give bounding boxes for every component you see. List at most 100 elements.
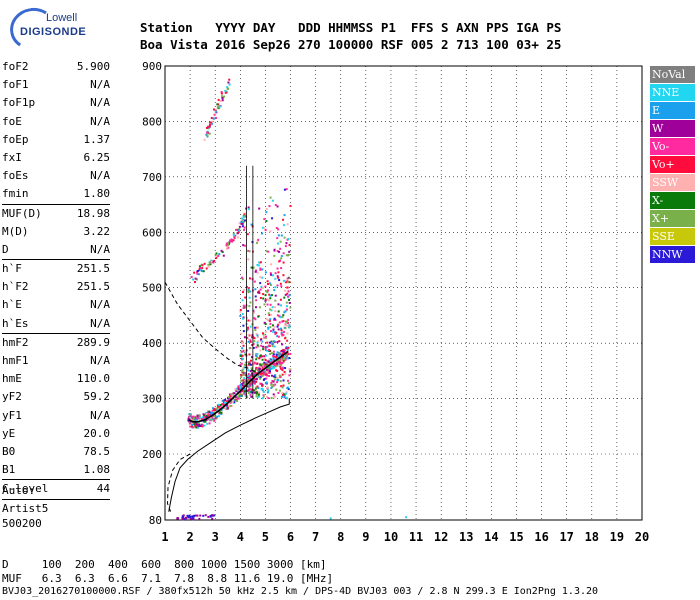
echo-point bbox=[247, 309, 250, 312]
echo-point bbox=[274, 204, 277, 207]
param-name: foF2 bbox=[2, 60, 29, 73]
echo-point bbox=[189, 424, 192, 427]
echo-point bbox=[243, 244, 246, 247]
echo-point bbox=[277, 228, 280, 231]
echo-point bbox=[239, 384, 242, 387]
echo-point bbox=[286, 339, 289, 342]
echo-point bbox=[263, 335, 266, 338]
echo-point bbox=[265, 250, 268, 253]
echo-point bbox=[283, 393, 286, 396]
echo-point bbox=[235, 387, 238, 390]
echo-point bbox=[281, 315, 284, 318]
echo-point bbox=[266, 391, 269, 394]
echo-point bbox=[271, 217, 274, 220]
echo-point bbox=[248, 390, 251, 393]
echo-point bbox=[239, 383, 242, 386]
echo-point bbox=[193, 271, 196, 274]
echo-point bbox=[196, 272, 199, 275]
echo-point bbox=[249, 319, 252, 322]
legend-entry-ssw: SSW bbox=[650, 174, 695, 191]
echo-point bbox=[268, 370, 271, 373]
param-name: h`Es bbox=[2, 316, 29, 330]
echo-point bbox=[287, 382, 290, 385]
echo-point bbox=[252, 343, 255, 346]
echo-point bbox=[219, 405, 222, 408]
echo-point bbox=[277, 310, 280, 313]
echo-point bbox=[278, 260, 281, 263]
logo-line1: Lowell bbox=[46, 12, 78, 24]
echo-point bbox=[258, 261, 261, 264]
echo-point bbox=[256, 271, 259, 274]
echo-point bbox=[242, 373, 245, 376]
echo-point bbox=[281, 362, 284, 365]
echo-point bbox=[283, 349, 286, 352]
echo-point bbox=[221, 97, 224, 100]
y-tick-label: 700 bbox=[142, 171, 162, 184]
echo-point bbox=[276, 284, 279, 287]
echo-point bbox=[225, 242, 228, 245]
echo-point bbox=[197, 273, 200, 276]
echo-point bbox=[265, 349, 268, 352]
echo-point bbox=[260, 338, 263, 341]
echo-point bbox=[282, 274, 285, 277]
echo-point bbox=[264, 369, 267, 372]
echo-point bbox=[207, 125, 210, 128]
echo-point bbox=[247, 206, 250, 209]
echo-point bbox=[202, 270, 205, 273]
echo-point bbox=[281, 352, 284, 355]
echo-point bbox=[229, 240, 232, 243]
echo-point bbox=[273, 254, 276, 257]
echo-point bbox=[198, 416, 201, 419]
echo-point bbox=[243, 388, 246, 391]
echo-point bbox=[286, 223, 289, 226]
echo-point bbox=[239, 392, 242, 395]
echo-point bbox=[198, 414, 201, 417]
echo-point bbox=[250, 395, 253, 398]
echo-point bbox=[249, 363, 252, 366]
echo-point bbox=[280, 385, 283, 388]
echo-point bbox=[262, 395, 265, 398]
echo-point bbox=[232, 233, 235, 236]
echo-point bbox=[270, 330, 273, 333]
legend-entry-nne: NNE bbox=[650, 84, 695, 101]
echo-point bbox=[285, 354, 288, 357]
echo-point bbox=[254, 269, 257, 272]
echo-point bbox=[263, 227, 266, 230]
param-name: foEs bbox=[2, 169, 29, 183]
x-tick-label: 10 bbox=[384, 530, 398, 544]
echo-point bbox=[202, 417, 205, 420]
echo-point bbox=[247, 291, 250, 294]
echo-point bbox=[241, 225, 244, 228]
echo-point bbox=[241, 341, 244, 344]
param-name: foEp bbox=[2, 132, 29, 146]
echo-point bbox=[258, 357, 261, 360]
echo-point bbox=[249, 393, 252, 396]
param-row: h`E N/A bbox=[2, 296, 110, 314]
echo-point bbox=[247, 391, 250, 394]
echo-point bbox=[253, 280, 256, 283]
echo-point bbox=[278, 321, 281, 324]
param-row: B0 78.5 bbox=[2, 443, 110, 461]
x-tick-label: 12 bbox=[434, 530, 448, 544]
echo-point bbox=[256, 396, 259, 399]
echo-point bbox=[241, 278, 244, 281]
echo-point bbox=[285, 308, 288, 311]
echo-point bbox=[221, 95, 224, 98]
echo-point bbox=[256, 336, 259, 339]
echo-point bbox=[270, 313, 273, 316]
echo-point bbox=[196, 417, 199, 420]
echo-point bbox=[276, 205, 279, 208]
echo-point bbox=[226, 247, 229, 250]
echo-point bbox=[268, 344, 271, 347]
echo-point bbox=[286, 357, 289, 360]
param-name: B1 bbox=[2, 463, 16, 477]
echo-point bbox=[278, 250, 281, 253]
echo-point bbox=[246, 374, 249, 377]
echo-point bbox=[247, 290, 250, 293]
param-value: 20.0 bbox=[83, 426, 111, 440]
echo-point bbox=[282, 349, 285, 352]
echo-point bbox=[206, 134, 209, 137]
echo-point bbox=[257, 345, 260, 348]
echo-point bbox=[262, 348, 265, 351]
echo-point bbox=[270, 386, 273, 389]
